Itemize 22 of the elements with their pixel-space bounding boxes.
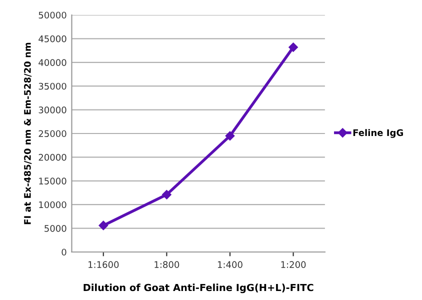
legend-label: Feline IgG xyxy=(353,129,403,138)
point xyxy=(98,220,108,230)
y-tick-label: 50000 xyxy=(38,12,66,19)
y-tick-label: 35000 xyxy=(38,82,66,90)
x-tick-label: 1:400 xyxy=(218,261,242,268)
x-tick-label: 1:800 xyxy=(154,261,180,268)
x-tick-label: 1:200 xyxy=(281,261,306,268)
point xyxy=(162,190,172,200)
point xyxy=(288,42,298,52)
y-tick-label: 10000 xyxy=(39,201,66,208)
y-tick-label: 30000 xyxy=(38,106,66,114)
y-axis-title: FI at Ex-485/20 nm & Em-528/20 nm xyxy=(24,42,32,224)
y-tick-label: 25000 xyxy=(38,130,66,138)
y-tick-label: 15000 xyxy=(39,178,66,184)
point xyxy=(225,131,235,140)
x-tick-label: 1:1600 xyxy=(88,261,119,268)
y-tick-label: 40000 xyxy=(38,59,66,66)
y-tick-label: 20000 xyxy=(38,154,66,161)
y-tick-label: 5000 xyxy=(44,225,66,232)
y-tick-label: 0 xyxy=(62,248,66,256)
y-tick-label: 45000 xyxy=(38,35,66,42)
x-axis-title: Dilution of Goat Anti-Feline IgG(H+L)-FITC xyxy=(84,284,314,294)
